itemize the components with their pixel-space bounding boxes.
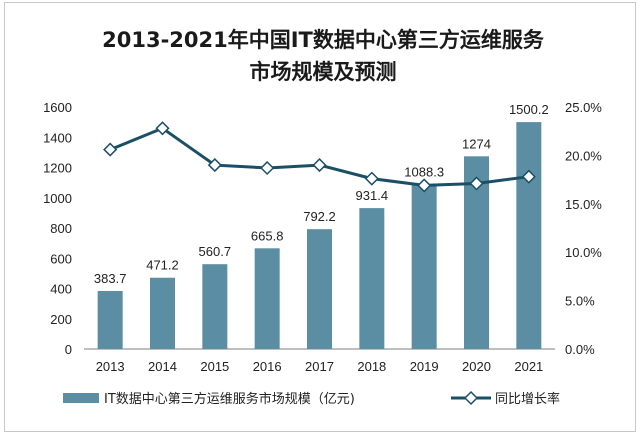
growth-point-marker (155, 121, 170, 136)
chart-title-line1: 2013-2021年中国IT数据中心第三方运维服务 (102, 28, 545, 52)
bar-data-label: 792.2 (303, 209, 336, 224)
x-tick-label: 2018 (357, 359, 386, 374)
chart-svg: 2013-2021年中国IT数据中心第三方运维服务 市场规模及预测 0 200 40… (43, 28, 602, 407)
y-right-tick-label: 25.0% (565, 100, 602, 115)
legend-diamond-marker (463, 390, 479, 406)
bar-data-label: 1088.3 (404, 164, 444, 179)
chart-title-line2: 市场规模及预测 (250, 60, 397, 84)
legend: IT数据中心第三方运维服务市场规模（亿元) 同比增长率 (63, 390, 560, 407)
growth-point-marker (103, 142, 118, 157)
y-left-tick-label: 1000 (43, 191, 72, 206)
y-left-tick-label: 200 (50, 312, 72, 327)
chart-frame: 2013-2021年中国IT数据中心第三方运维服务 市场规模及预测 0 200 40… (4, 2, 636, 432)
bar (411, 184, 437, 349)
x-tick-label: 2021 (514, 359, 543, 374)
bar-data-label: 931.4 (356, 188, 389, 203)
bar-data-label: 383.7 (94, 271, 127, 286)
y-right-tick-label: 0.0% (565, 342, 595, 357)
growth-point-marker (417, 178, 432, 193)
growth-line-series (103, 121, 536, 193)
y-right-tick-label: 5.0% (565, 294, 595, 309)
bar (254, 248, 280, 349)
growth-point-marker (207, 158, 222, 173)
bar-data-label: 665.8 (251, 228, 284, 243)
y-left-tick-label: 1400 (43, 130, 72, 145)
growth-point-marker (364, 171, 379, 186)
bar (202, 264, 228, 349)
bar-data-label: 1500.2 (509, 102, 549, 117)
bar (97, 290, 123, 349)
legend-line-label: 同比增长率 (495, 391, 560, 407)
y-right-tick-label: 20.0% (565, 148, 602, 163)
x-tick-label: 2015 (200, 359, 229, 374)
y-left-tick-label: 600 (50, 251, 72, 266)
legend-bar-label: IT数据中心第三方运维服务市场规模（亿元) (104, 391, 355, 407)
bar (516, 122, 542, 349)
axes: 0 200 400 600 800 1000 1200 1400 1600 0.0% 5.0% 10.… (43, 100, 602, 374)
x-tick-label: 2016 (253, 359, 282, 374)
x-tick-label: 2017 (305, 359, 334, 374)
bar (150, 277, 175, 349)
y-right-tick-label: 10.0% (565, 245, 602, 260)
y-right-tick-label: 15.0% (565, 197, 602, 212)
bar-data-label: 560.7 (199, 244, 232, 259)
y-left-tick-label: 1600 (43, 100, 72, 115)
x-tick-label: 2013 (96, 359, 125, 374)
bar-series (97, 122, 542, 349)
bar-data-label: 1274 (462, 136, 491, 151)
y-left-tick-label: 0 (65, 342, 72, 357)
growth-point-marker (521, 169, 536, 184)
growth-point-marker (469, 176, 484, 191)
x-tick-label: 2020 (462, 359, 491, 374)
legend-bar-swatch (63, 393, 99, 403)
x-tick-label: 2019 (410, 359, 439, 374)
bar (307, 229, 332, 349)
bar (359, 208, 385, 349)
bar-data-labels: 383.7 471.2 560.7 665.8 792.2 931.4 1088.3 1274… (94, 102, 549, 286)
y-left-tick-label: 400 (50, 282, 72, 297)
growth-point-marker (260, 160, 275, 176)
x-tick-label: 2014 (148, 359, 177, 374)
growth-point-marker (312, 158, 327, 173)
y-left-tick-label: 1200 (43, 161, 72, 176)
bar-data-label: 471.2 (146, 258, 179, 273)
y-left-tick-label: 800 (50, 221, 72, 236)
